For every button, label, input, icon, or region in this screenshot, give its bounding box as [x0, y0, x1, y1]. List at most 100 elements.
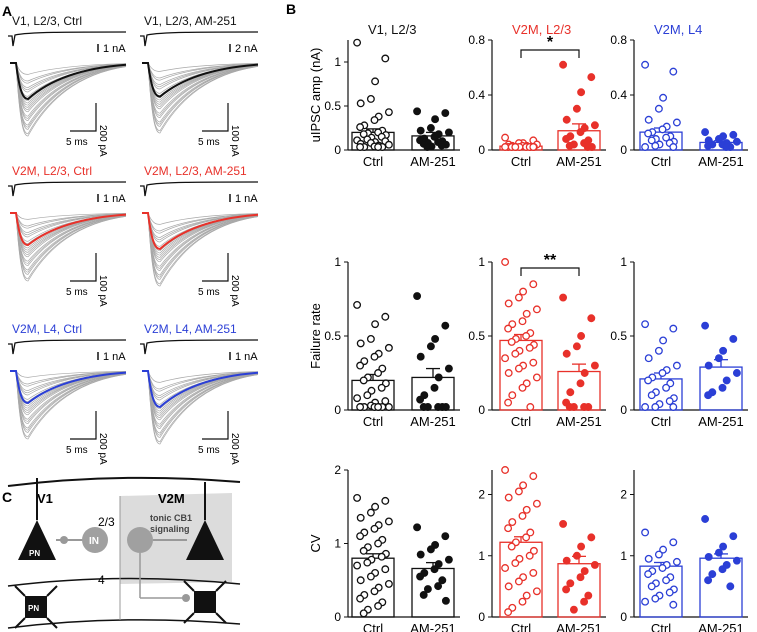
data-point [644, 115, 653, 124]
data-point [662, 383, 671, 392]
response-trace-individual [142, 212, 259, 263]
data-point [413, 292, 422, 300]
l4-synapse-icon [182, 594, 190, 602]
data-point [704, 553, 713, 561]
data-point [416, 550, 425, 559]
response-trace-individual [142, 62, 259, 118]
area-label-v2m: V2M [158, 491, 185, 506]
response-trace-individual [142, 370, 259, 392]
data-point [701, 515, 710, 523]
data-point [504, 608, 513, 617]
data-point [562, 556, 571, 565]
response-trace-individual [142, 212, 259, 232]
stim-scale-label: 1 nA [103, 351, 126, 363]
data-point [729, 532, 738, 541]
x-scale-label: 5 ms [198, 445, 220, 456]
data-point [356, 123, 365, 132]
data-point [529, 280, 538, 289]
data-point [719, 346, 728, 355]
y-tick-label: 0.5 [324, 329, 341, 343]
pn-soma-icon [18, 520, 56, 560]
data-point [381, 565, 390, 574]
x-tick-label: AM-251 [556, 621, 602, 632]
x-scale-label: 5 ms [66, 287, 88, 298]
data-point [672, 361, 681, 370]
data-point [518, 511, 527, 520]
stimulus-trace [8, 181, 127, 197]
data-point [532, 305, 541, 314]
scale-bar [70, 411, 97, 440]
data-point [501, 258, 510, 266]
response-trace-individual [10, 62, 127, 84]
data-point [577, 542, 586, 551]
y-tick-label: 0 [478, 403, 485, 417]
data-point [508, 391, 517, 400]
data-point [662, 133, 671, 142]
x-tick-label: Ctrl [511, 154, 531, 169]
data-point [641, 143, 650, 151]
data-point [381, 397, 390, 406]
data-point [366, 508, 375, 517]
data-point [501, 143, 510, 151]
data-point [559, 293, 568, 302]
data-point [654, 104, 663, 113]
data-point [381, 496, 390, 505]
data-point [423, 143, 432, 151]
y-tick-label: 1 [478, 255, 485, 269]
data-point [359, 376, 368, 385]
response-trace-individual [142, 212, 259, 271]
trace-title: V2M, L4, Ctrl [12, 322, 82, 336]
y-axis-label: Failure rate [308, 303, 323, 369]
v2m-pn-soma-icon [186, 520, 224, 560]
data-point [419, 403, 428, 411]
response-trace-individual [10, 62, 127, 119]
data-point [374, 403, 383, 411]
v2m-interneuron-icon [127, 527, 153, 553]
data-point [371, 320, 380, 329]
data-point [441, 321, 450, 330]
response-trace-individual [10, 62, 127, 130]
y-tick-label: 2 [478, 488, 485, 502]
chart-title: V1, L2/3 [368, 22, 416, 37]
data-point [658, 369, 667, 377]
data-point [353, 493, 362, 502]
data-point [371, 77, 380, 86]
response-trace-individual [10, 212, 127, 282]
response-trace-average [142, 212, 259, 251]
panel-b-charts: 0 0.5 1 V1, L2/3 uIPSC amp (nA) Ctrl AM-251 0 0.… [308, 22, 748, 632]
data-point [647, 136, 656, 145]
data-point [501, 564, 510, 572]
y-scale-label: 200 pA [97, 433, 108, 465]
x-tick-label: AM-251 [698, 154, 744, 169]
stim-scale-label: 1 nA [235, 351, 258, 363]
data-point [518, 597, 527, 606]
y-tick-label: 0 [620, 143, 627, 157]
response-trace-individual [142, 62, 259, 72]
data-point [430, 565, 439, 574]
data-point [565, 141, 574, 150]
data-point [732, 556, 741, 565]
response-trace-individual [10, 370, 127, 440]
data-point [374, 539, 383, 548]
data-point [580, 567, 589, 576]
data-point [504, 299, 513, 308]
response-trace-individual [142, 62, 259, 79]
data-point [669, 67, 678, 76]
data-point [356, 143, 365, 151]
y-tick-label: 0 [334, 403, 341, 417]
data-point [353, 561, 362, 570]
y-tick-label: 1 [334, 55, 341, 69]
data-point [669, 538, 678, 547]
data-point [434, 403, 443, 411]
data-point [370, 352, 379, 361]
data-point [381, 54, 390, 63]
chart-7: 0 1 2 CV Ctrl AM-251 [308, 463, 460, 632]
data-point [669, 403, 678, 411]
y-tick-label: 1 [620, 255, 627, 269]
trace-title: V1, L2/3, AM-251 [144, 14, 237, 28]
response-trace-individual [142, 212, 259, 234]
data-point [374, 602, 383, 610]
data-point [590, 121, 599, 130]
chart-5: 0 0.5 1 Ctrl AM-251 ** [468, 252, 606, 429]
